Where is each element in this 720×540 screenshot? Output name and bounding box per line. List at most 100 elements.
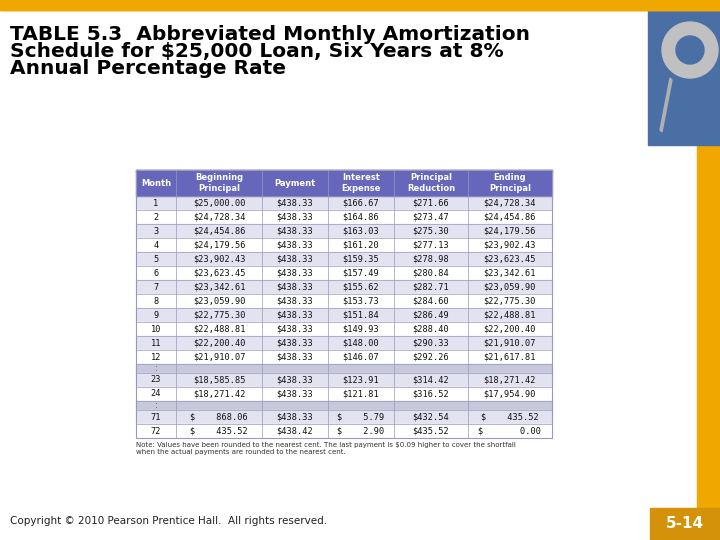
Bar bbox=[697, 145, 720, 540]
Text: $284.60: $284.60 bbox=[413, 296, 449, 306]
Text: Schedule for $25,000 Loan, Six Years at 8%: Schedule for $25,000 Loan, Six Years at … bbox=[10, 42, 503, 61]
Text: $24,179.56: $24,179.56 bbox=[193, 240, 246, 249]
Text: $23,342.61: $23,342.61 bbox=[193, 282, 246, 292]
Bar bbox=[136, 266, 552, 280]
Text: $438.33: $438.33 bbox=[276, 199, 313, 207]
Bar bbox=[136, 210, 552, 224]
Text: $438.33: $438.33 bbox=[276, 339, 313, 348]
Text: $22,200.40: $22,200.40 bbox=[193, 339, 246, 348]
Text: 3: 3 bbox=[153, 226, 158, 235]
Text: Note: Values have been rounded to the nearest cent. The last payment is $0.09 hi: Note: Values have been rounded to the ne… bbox=[136, 442, 516, 455]
Text: $163.03: $163.03 bbox=[343, 226, 379, 235]
Text: $432.54: $432.54 bbox=[413, 413, 449, 422]
Text: Copyright © 2010 Pearson Prentice Hall.  All rights reserved.: Copyright © 2010 Pearson Prentice Hall. … bbox=[10, 516, 327, 526]
Text: $121.81: $121.81 bbox=[343, 389, 379, 399]
Text: $23,623.45: $23,623.45 bbox=[484, 254, 536, 264]
Text: $438.33: $438.33 bbox=[276, 353, 313, 361]
Text: $164.86: $164.86 bbox=[343, 213, 379, 221]
Bar bbox=[136, 224, 552, 238]
Text: $438.33: $438.33 bbox=[276, 282, 313, 292]
Text: 72: 72 bbox=[150, 427, 161, 435]
Text: $22,488.81: $22,488.81 bbox=[484, 310, 536, 320]
Bar bbox=[136, 350, 552, 364]
Text: $24,728.34: $24,728.34 bbox=[193, 213, 246, 221]
Text: $438.33: $438.33 bbox=[276, 375, 313, 384]
Text: $151.84: $151.84 bbox=[343, 310, 379, 320]
Text: $24,179.56: $24,179.56 bbox=[484, 226, 536, 235]
Text: $149.93: $149.93 bbox=[343, 325, 379, 334]
Text: $18,271.42: $18,271.42 bbox=[193, 389, 246, 399]
Text: $288.40: $288.40 bbox=[413, 325, 449, 334]
Text: 9: 9 bbox=[153, 310, 158, 320]
Text: $23,623.45: $23,623.45 bbox=[193, 268, 246, 278]
Text: $    435.52: $ 435.52 bbox=[190, 427, 248, 435]
Text: $438.33: $438.33 bbox=[276, 213, 313, 221]
Text: Payment: Payment bbox=[274, 179, 315, 187]
Text: $286.49: $286.49 bbox=[413, 310, 449, 320]
Text: $    5.79: $ 5.79 bbox=[338, 413, 384, 422]
Text: $438.42: $438.42 bbox=[276, 427, 313, 435]
Text: $123.91: $123.91 bbox=[343, 375, 379, 384]
Text: $314.42: $314.42 bbox=[413, 375, 449, 384]
Bar bbox=[136, 238, 552, 252]
Text: $18,271.42: $18,271.42 bbox=[484, 375, 536, 384]
Bar bbox=[136, 170, 552, 196]
Text: Annual Percentage Rate: Annual Percentage Rate bbox=[10, 59, 286, 78]
Bar bbox=[136, 401, 552, 410]
Bar bbox=[0, 0, 720, 10]
Bar bbox=[0, 0, 720, 10]
Text: $282.71: $282.71 bbox=[413, 282, 449, 292]
Text: $23,059.90: $23,059.90 bbox=[193, 296, 246, 306]
Text: $22,488.81: $22,488.81 bbox=[193, 325, 246, 334]
Text: $161.20: $161.20 bbox=[343, 240, 379, 249]
Bar bbox=[136, 196, 552, 210]
Text: Interest
Expense: Interest Expense bbox=[341, 173, 381, 193]
Bar bbox=[0, 0, 720, 10]
Text: $277.13: $277.13 bbox=[413, 240, 449, 249]
Text: $24,728.34: $24,728.34 bbox=[484, 199, 536, 207]
Text: 10: 10 bbox=[150, 325, 161, 334]
Text: $435.52: $435.52 bbox=[413, 427, 449, 435]
Text: 5-14: 5-14 bbox=[666, 516, 704, 531]
Bar bbox=[136, 322, 552, 336]
Text: Principal
Reduction: Principal Reduction bbox=[407, 173, 455, 193]
Text: $438.33: $438.33 bbox=[276, 296, 313, 306]
Text: Month: Month bbox=[141, 179, 171, 187]
Text: 4: 4 bbox=[153, 240, 158, 249]
Text: $153.73: $153.73 bbox=[343, 296, 379, 306]
Text: $438.33: $438.33 bbox=[276, 413, 313, 422]
Text: $273.47: $273.47 bbox=[413, 213, 449, 221]
Text: 8: 8 bbox=[153, 296, 158, 306]
Bar bbox=[136, 252, 552, 266]
Text: $166.67: $166.67 bbox=[343, 199, 379, 207]
Text: $17,954.90: $17,954.90 bbox=[484, 389, 536, 399]
Text: 2: 2 bbox=[153, 213, 158, 221]
Text: $292.26: $292.26 bbox=[413, 353, 449, 361]
Text: 11: 11 bbox=[150, 339, 161, 348]
Text: $155.62: $155.62 bbox=[343, 282, 379, 292]
Text: $21,910.07: $21,910.07 bbox=[193, 353, 246, 361]
Text: Beginning
Principal: Beginning Principal bbox=[195, 173, 243, 193]
Bar bbox=[136, 170, 552, 438]
Text: 6: 6 bbox=[153, 268, 158, 278]
Text: 23: 23 bbox=[150, 375, 161, 384]
Text: $438.33: $438.33 bbox=[276, 325, 313, 334]
Text: $438.33: $438.33 bbox=[276, 268, 313, 278]
Bar bbox=[648, 0, 720, 145]
Text: $24,454.86: $24,454.86 bbox=[193, 226, 246, 235]
Text: $23,902.43: $23,902.43 bbox=[484, 240, 536, 249]
Text: Ending
Principal: Ending Principal bbox=[489, 173, 531, 193]
Text: $24,454.86: $24,454.86 bbox=[484, 213, 536, 221]
Text: $438.33: $438.33 bbox=[276, 254, 313, 264]
Text: $21,910.07: $21,910.07 bbox=[484, 339, 536, 348]
Text: $22,775.30: $22,775.30 bbox=[484, 296, 536, 306]
Bar bbox=[136, 373, 552, 387]
Text: $290.33: $290.33 bbox=[413, 339, 449, 348]
Text: $22,775.30: $22,775.30 bbox=[193, 310, 246, 320]
Bar bbox=[136, 410, 552, 424]
Text: $278.98: $278.98 bbox=[413, 254, 449, 264]
Bar bbox=[136, 336, 552, 350]
Text: 5: 5 bbox=[153, 254, 158, 264]
Text: $280.84: $280.84 bbox=[413, 268, 449, 278]
Bar bbox=[136, 364, 552, 373]
